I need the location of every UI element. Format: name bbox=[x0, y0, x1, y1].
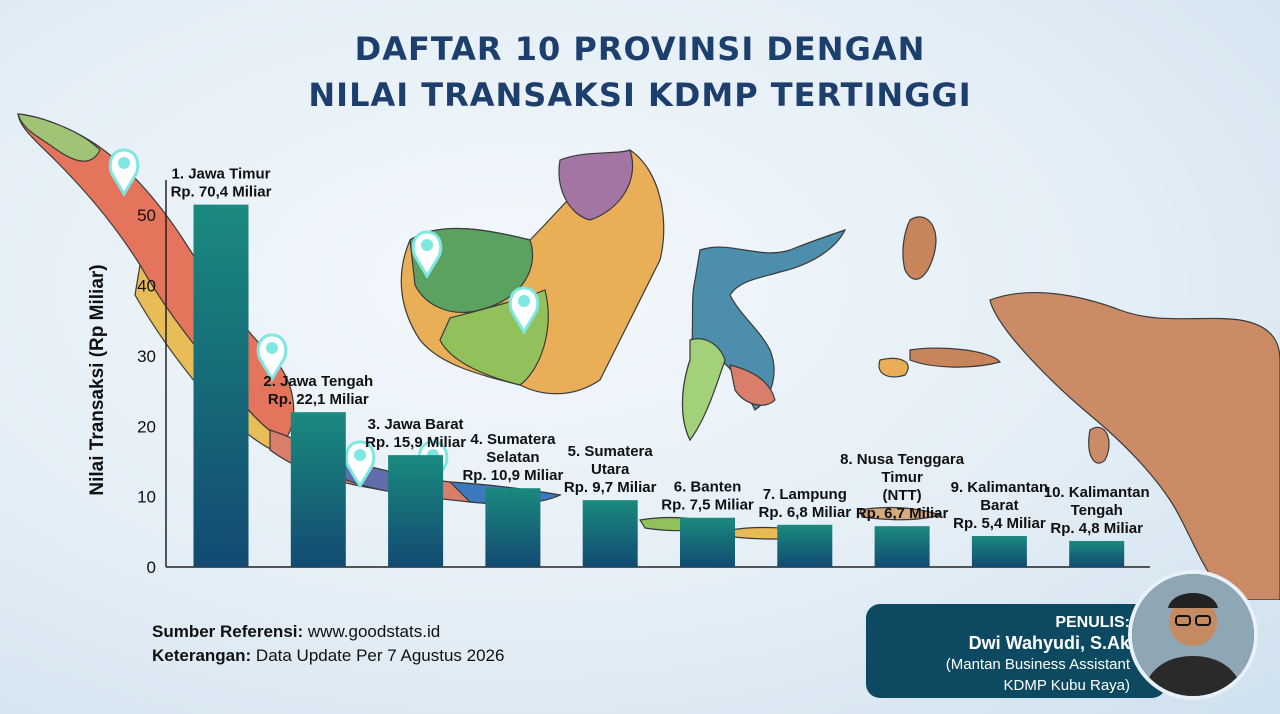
bar-label-4: Selatan bbox=[486, 449, 539, 466]
person-icon bbox=[1132, 574, 1254, 696]
bar-label-8: Timur bbox=[881, 469, 923, 486]
bar-8 bbox=[874, 526, 930, 567]
author-desc-line-2: KDMP Kubu Raya) bbox=[1003, 677, 1130, 694]
y-tick-label: 20 bbox=[137, 417, 156, 436]
source-value: www.goodstats.id bbox=[303, 622, 441, 641]
author-name: Dwi Wahyudi, S.Ak bbox=[968, 633, 1130, 653]
bar-label-6: Rp. 7,5 Miliar bbox=[661, 497, 754, 514]
title-line-1: DAFTAR 10 PROVINSI DENGAN bbox=[354, 30, 926, 68]
map-pin-icon bbox=[508, 286, 540, 334]
bar-label-10: Rp. 4,8 Miliar bbox=[1050, 520, 1143, 537]
bar-7 bbox=[777, 524, 833, 567]
y-tick-label: 40 bbox=[137, 277, 156, 296]
bar-3 bbox=[388, 455, 444, 567]
bar-label-9: Rp. 5,4 Miliar bbox=[953, 515, 1046, 532]
data-note: Keterangan: Data Update Per 7 Agustus 20… bbox=[152, 646, 504, 666]
author-info: PENULIS: Dwi Wahyudi, S.Ak (Mantan Busin… bbox=[946, 612, 1130, 696]
bar-9 bbox=[971, 536, 1027, 567]
bar-label-9: 9. Kalimantan bbox=[951, 479, 1049, 496]
bar-label-8: Rp. 6,7 Miliar bbox=[856, 505, 949, 522]
bar-label-5: 5. Sumatera bbox=[568, 443, 654, 460]
bar-label-8: 8. Nusa Tenggara bbox=[840, 451, 965, 468]
y-tick-label: 50 bbox=[137, 206, 156, 225]
bar-label-8: (NTT) bbox=[883, 487, 922, 504]
bar-label-2: 2. Jawa Tengah bbox=[263, 373, 373, 390]
bar-6 bbox=[680, 517, 735, 567]
bar-label-6: 6. Banten bbox=[674, 479, 742, 496]
y-axis-label: Nilai Transaksi (Rp Miliar) bbox=[87, 264, 108, 496]
note-value: Data Update Per 7 Agustus 2026 bbox=[251, 646, 505, 665]
bar-4 bbox=[485, 488, 541, 567]
bar-label-7: 7. Lampung bbox=[763, 486, 847, 503]
bar-label-3: Rp. 15,9 Miliar bbox=[365, 434, 466, 451]
bar-label-10: 10. Kalimantan bbox=[1044, 484, 1150, 501]
bar-10 bbox=[1069, 540, 1125, 567]
author-card bbox=[866, 604, 1166, 698]
note-label: Keterangan: bbox=[152, 646, 252, 665]
map-pin-icon bbox=[411, 230, 443, 278]
y-tick-label: 30 bbox=[137, 347, 156, 366]
bar-label-2: Rp. 22,1 Miliar bbox=[268, 391, 369, 408]
author-desc-line-1: (Mantan Business Assistant bbox=[945, 656, 1130, 673]
source-label: Sumber Referensi: bbox=[152, 622, 304, 641]
bar-1 bbox=[193, 204, 249, 568]
bar-label-1: 1. Jawa Timur bbox=[172, 166, 271, 183]
y-tick-label: 0 bbox=[147, 558, 156, 577]
bar-5 bbox=[582, 500, 638, 567]
bar-label-5: Utara bbox=[591, 461, 630, 478]
bar-label-5: Rp. 9,7 Miliar bbox=[564, 479, 657, 496]
bar-label-4: 4. Sumatera bbox=[470, 431, 556, 448]
source-reference: Sumber Referensi: www.goodstats.id bbox=[152, 622, 440, 642]
author-photo bbox=[1128, 570, 1258, 700]
bar-label-10: Tengah bbox=[1071, 502, 1123, 519]
bar-label-1: Rp. 70,4 Miliar bbox=[171, 184, 272, 201]
bar-label-7: Rp. 6,8 Miliar bbox=[759, 504, 852, 521]
y-tick-label: 10 bbox=[137, 488, 156, 507]
bar-label-4: Rp. 10,9 Miliar bbox=[462, 467, 563, 484]
bar-label-3: 3. Jawa Barat bbox=[368, 416, 464, 433]
bar-label-9: Barat bbox=[980, 497, 1018, 514]
bar-2 bbox=[290, 412, 346, 567]
author-role: PENULIS: bbox=[1055, 614, 1130, 631]
title-line-2: NILAI TRANSAKSI KDMP TERTINGGI bbox=[308, 76, 972, 114]
map-pin-icon bbox=[108, 148, 140, 196]
